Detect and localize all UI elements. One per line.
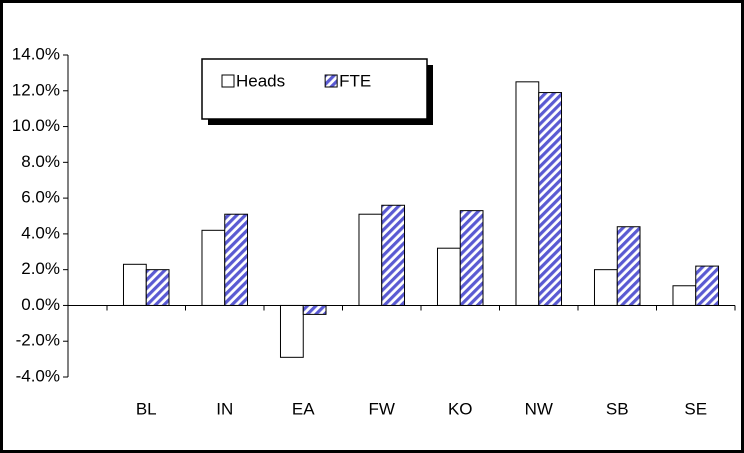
bar — [358, 213, 383, 306]
legend-swatch — [324, 74, 338, 88]
legend-box — [201, 58, 428, 120]
y-tick-label: 4.0% — [21, 223, 60, 242]
bar — [279, 304, 304, 358]
y-tick-label: -2.0% — [16, 331, 60, 350]
y-tick-label: 14.0% — [12, 44, 60, 63]
x-tick-label: BL — [136, 399, 157, 418]
y-tick-label: 8.0% — [21, 152, 60, 171]
legend-swatch — [221, 74, 235, 88]
x-tick-label: EA — [292, 399, 315, 418]
legend-label: FTE — [339, 71, 371, 90]
bar — [459, 210, 484, 306]
y-tick-label: 6.0% — [21, 188, 60, 207]
bar — [695, 265, 720, 306]
bar — [302, 304, 327, 315]
y-tick-label: 2.0% — [21, 259, 60, 278]
x-tick-label: IN — [216, 399, 233, 418]
bar — [224, 213, 249, 306]
bar — [381, 204, 406, 306]
bar — [593, 269, 618, 306]
x-tick-label: SE — [684, 399, 707, 418]
x-tick-label: SB — [606, 399, 629, 418]
bar — [122, 263, 147, 306]
y-tick-label: 0.0% — [21, 295, 60, 314]
bar — [145, 269, 170, 306]
legend-label: Heads — [236, 71, 285, 90]
y-tick-label: 12.0% — [12, 80, 60, 99]
x-tick-label: NW — [525, 399, 553, 418]
bar — [538, 92, 563, 306]
bar — [672, 285, 697, 306]
x-tick-label: KO — [448, 399, 473, 418]
bar — [201, 229, 226, 306]
y-tick-label: -4.0% — [16, 366, 60, 385]
bar — [436, 247, 461, 306]
bar — [616, 226, 641, 306]
bar — [515, 81, 540, 306]
y-tick-label: 10.0% — [12, 116, 60, 135]
x-tick-label: FW — [369, 399, 395, 418]
